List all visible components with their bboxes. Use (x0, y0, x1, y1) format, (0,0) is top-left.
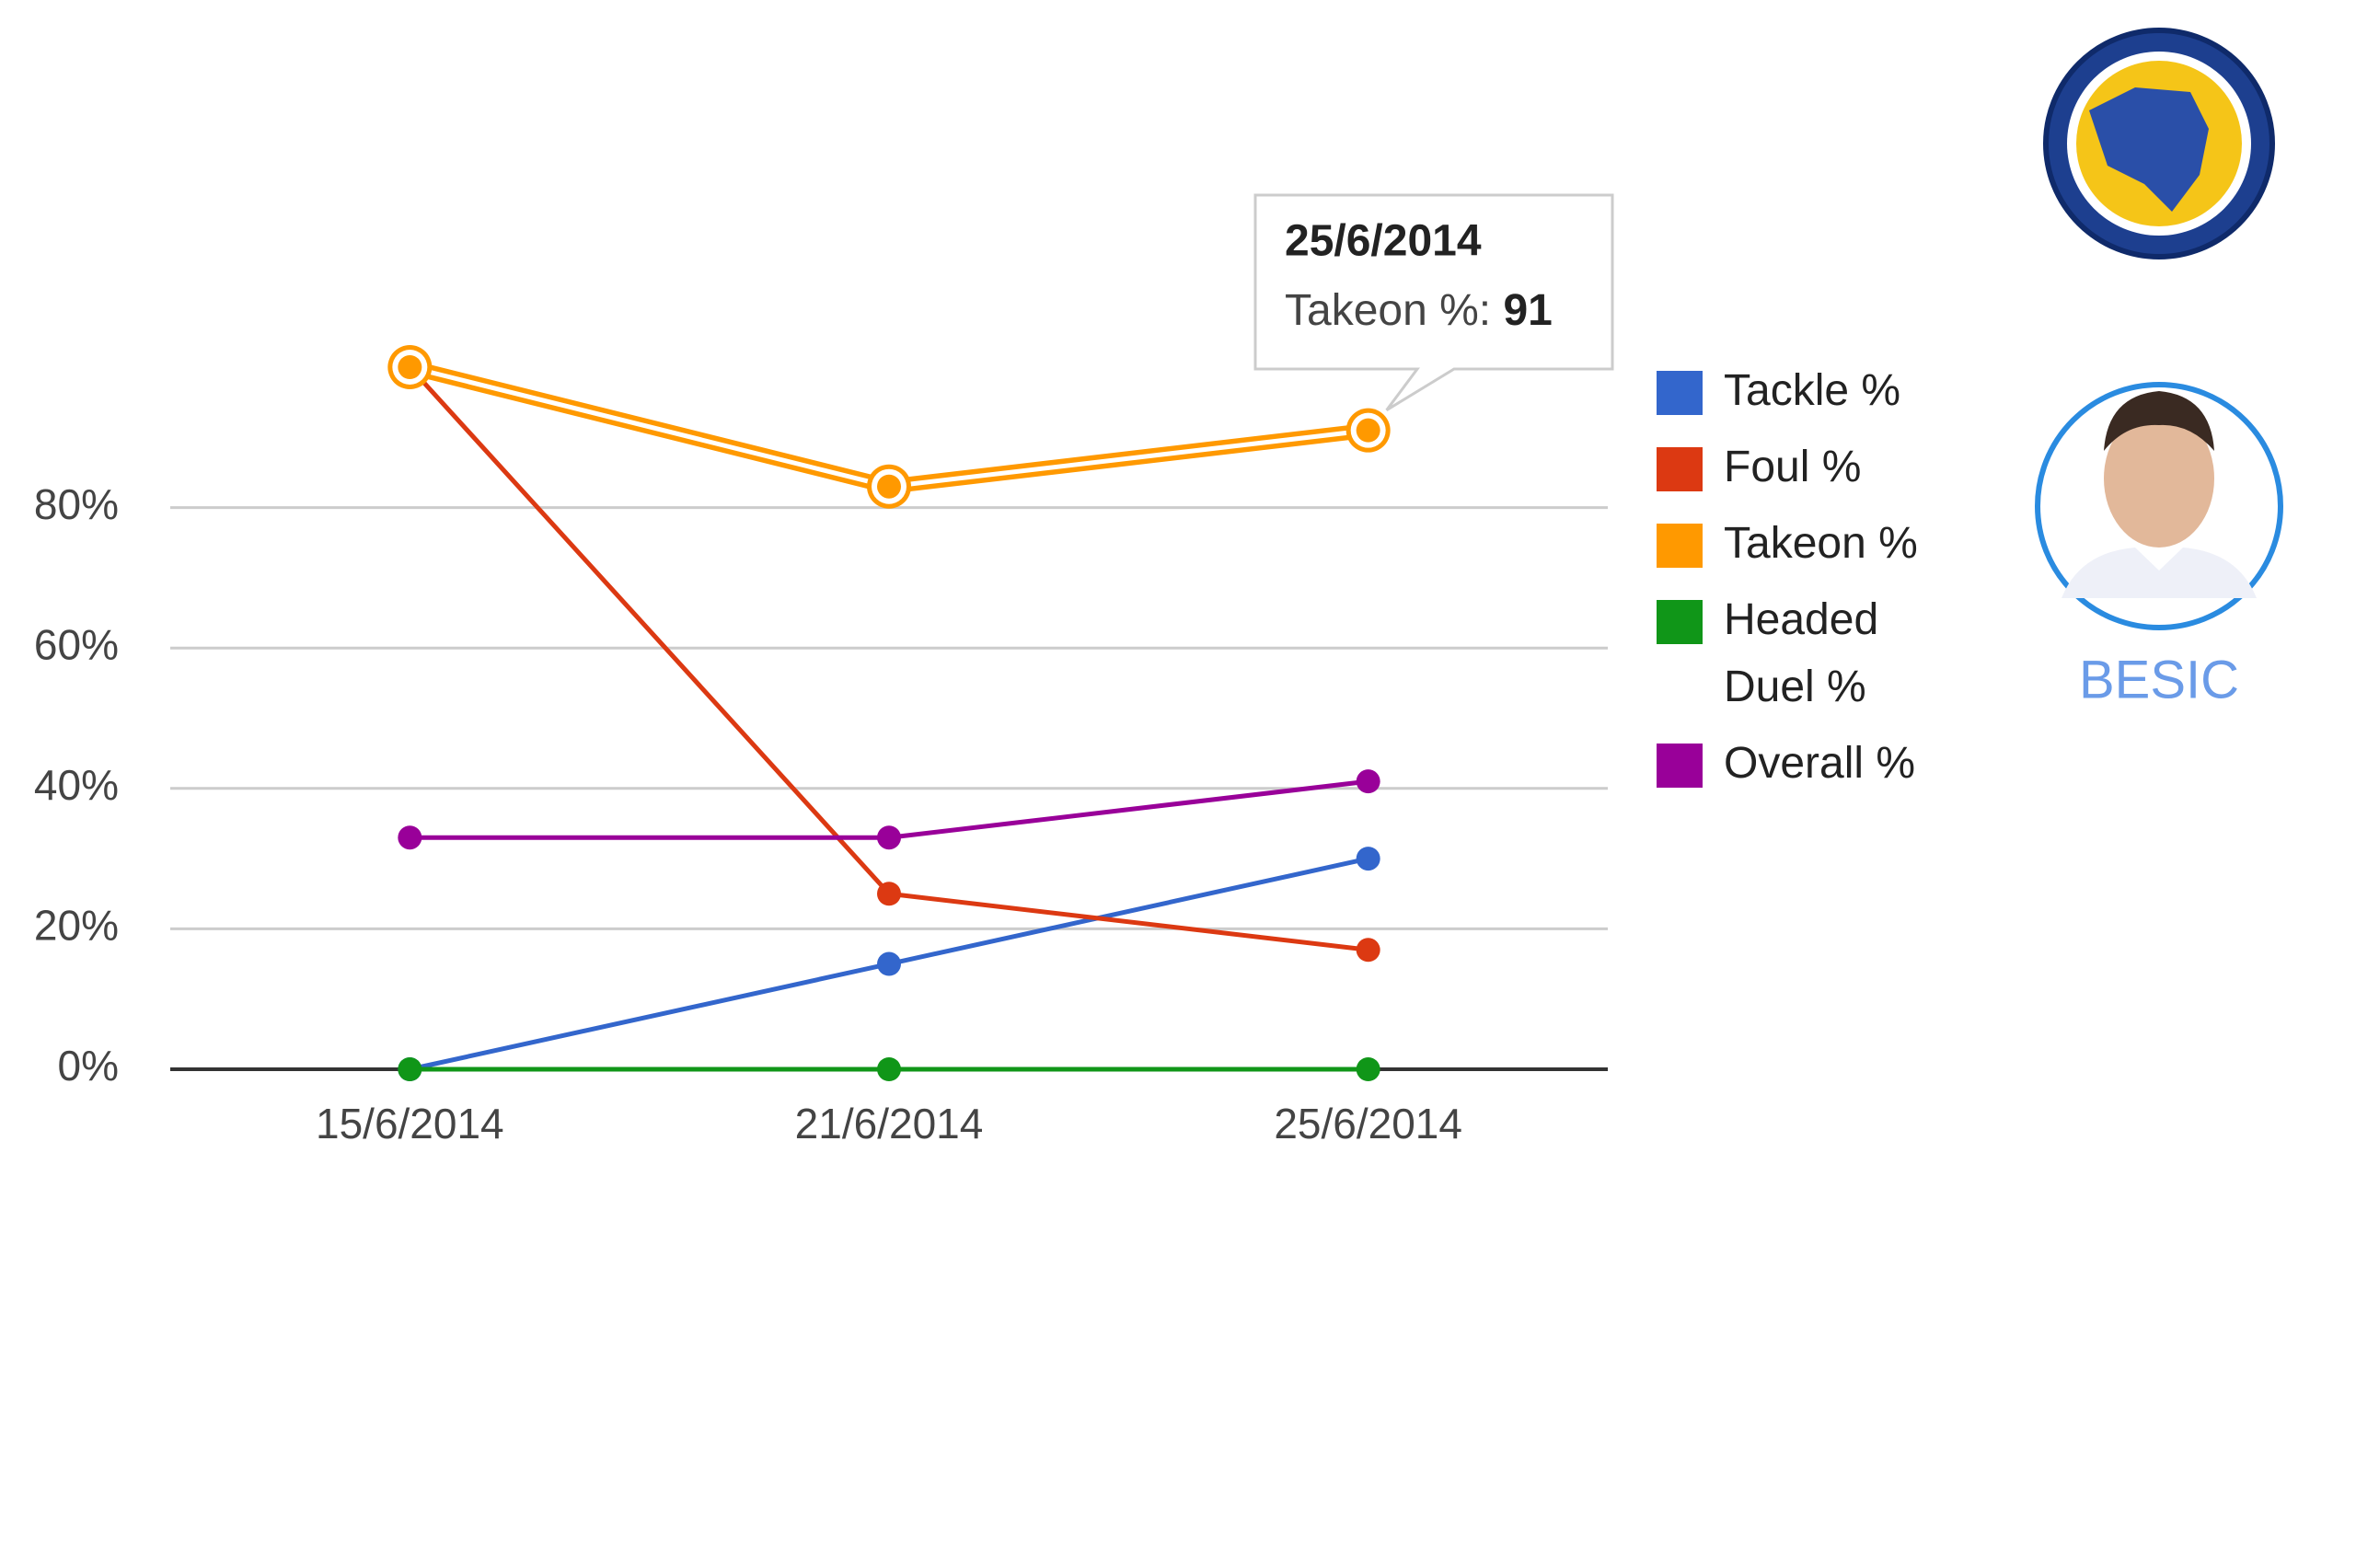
y-tick-label: 0% (58, 1042, 119, 1090)
tooltip-box (1253, 193, 1614, 411)
y-tick-label: 40% (34, 761, 119, 809)
y-tick-label: 60% (34, 620, 119, 668)
legend-swatch (1657, 371, 1703, 415)
point (1356, 847, 1380, 871)
point (877, 882, 901, 906)
legend-item[interactable]: Headed Duel % (1657, 595, 1878, 711)
tooltip-date: 25/6/2014 (1285, 217, 1482, 266)
x-tick-label: 21/6/2014 (795, 1100, 984, 1147)
legend-line: Takeon % (1724, 519, 1918, 568)
point (1356, 938, 1380, 963)
point (877, 951, 901, 976)
tooltip: 25/6/2014 Takeon %: 91 (1253, 193, 1614, 411)
x-tick-label: 15/6/2014 (316, 1100, 504, 1147)
legend-swatch (1657, 447, 1703, 491)
point (398, 355, 422, 379)
grid (170, 506, 1608, 1071)
tooltip-series: Takeon % (1285, 286, 1479, 335)
tooltip-value: 91 (1503, 286, 1552, 335)
point (1356, 769, 1380, 794)
team-crest (2043, 28, 2275, 259)
legend-line: Overall % (1724, 739, 1915, 788)
legend-label: Foul % (1724, 443, 1861, 491)
tooltip-sep: : (1479, 286, 1504, 335)
point (877, 474, 901, 499)
point (398, 1057, 422, 1081)
y-tick-label: 80% (34, 480, 119, 528)
legend-item[interactable]: Takeon % (1657, 519, 1918, 568)
point (1356, 1057, 1380, 1081)
legend-label: Headed Duel % (1724, 595, 1878, 711)
legend-swatch (1657, 744, 1703, 788)
legend-swatch (1657, 524, 1703, 568)
legend-label: Overall % (1724, 739, 1915, 788)
point (877, 1057, 901, 1081)
x-tick-label: 25/6/2014 (1274, 1100, 1462, 1147)
player-photo (2035, 382, 2283, 630)
legend-line: Headed (1724, 595, 1878, 644)
legend-line: Tackle % (1724, 366, 1900, 415)
player-name[interactable]: BESIC (2079, 650, 2239, 709)
legend-item[interactable]: Tackle % (1657, 366, 1900, 415)
point (398, 825, 422, 850)
legend-line: Foul % (1724, 443, 1861, 491)
tooltip-row: Takeon %: 91 (1285, 286, 1553, 335)
legend-line: Duel % (1724, 663, 1866, 711)
y-tick-label: 20% (34, 902, 119, 950)
legend-swatch (1657, 600, 1703, 644)
legend-item[interactable]: Foul % (1657, 443, 1861, 491)
point (877, 825, 901, 850)
legend-label: Takeon % (1724, 519, 1918, 568)
point (1356, 418, 1380, 443)
legend-item[interactable]: Overall % (1657, 739, 1915, 788)
legend-label: Tackle % (1724, 366, 1900, 415)
